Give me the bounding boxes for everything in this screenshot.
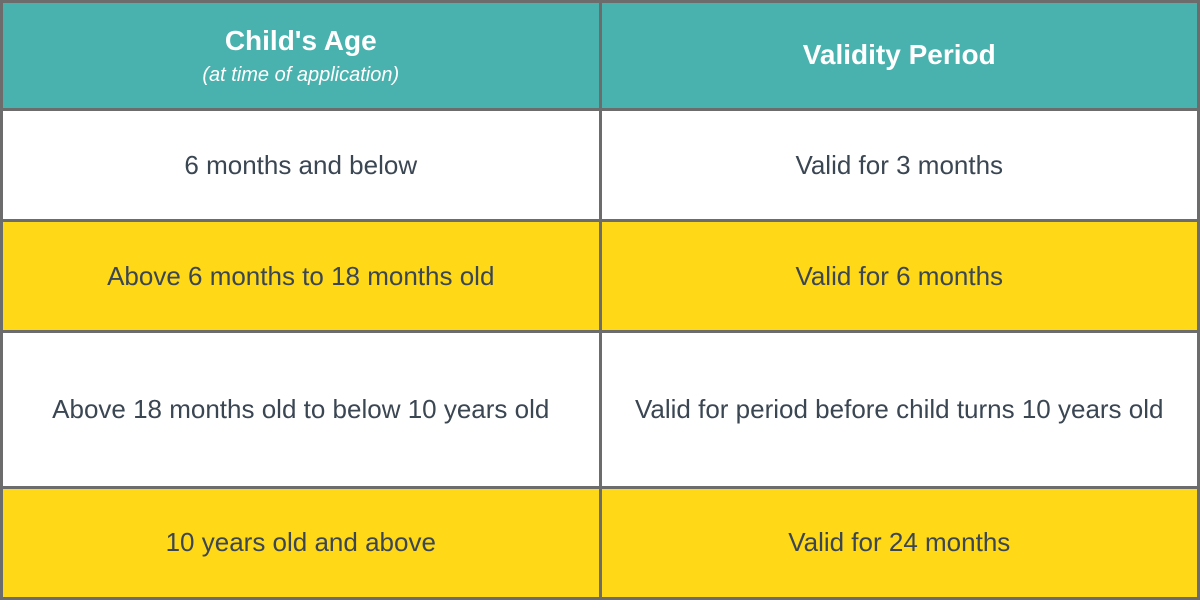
cell-age: 6 months and below (2, 110, 601, 221)
cell-validity: Valid for 3 months (600, 110, 1199, 221)
column-header-age: Child's Age (at time of application) (2, 2, 601, 110)
cell-age: 10 years old and above (2, 487, 601, 598)
cell-validity: Valid for 6 months (600, 221, 1199, 332)
column-subtitle: (at time of application) (33, 62, 569, 88)
cell-validity: Valid for period before child turns 10 y… (600, 332, 1199, 488)
table-header-row: Child's Age (at time of application) Val… (2, 2, 1199, 110)
column-header-validity: Validity Period (600, 2, 1199, 110)
table-row: 6 months and below Valid for 3 months (2, 110, 1199, 221)
cell-age: Above 6 months to 18 months old (2, 221, 601, 332)
column-title: Validity Period (803, 39, 996, 70)
table-row: 10 years old and above Valid for 24 mont… (2, 487, 1199, 598)
validity-table: Child's Age (at time of application) Val… (0, 0, 1200, 600)
cell-validity: Valid for 24 months (600, 487, 1199, 598)
column-title: Child's Age (225, 25, 377, 56)
table-row: Above 6 months to 18 months old Valid fo… (2, 221, 1199, 332)
table-row: Above 18 months old to below 10 years ol… (2, 332, 1199, 488)
cell-age: Above 18 months old to below 10 years ol… (2, 332, 601, 488)
